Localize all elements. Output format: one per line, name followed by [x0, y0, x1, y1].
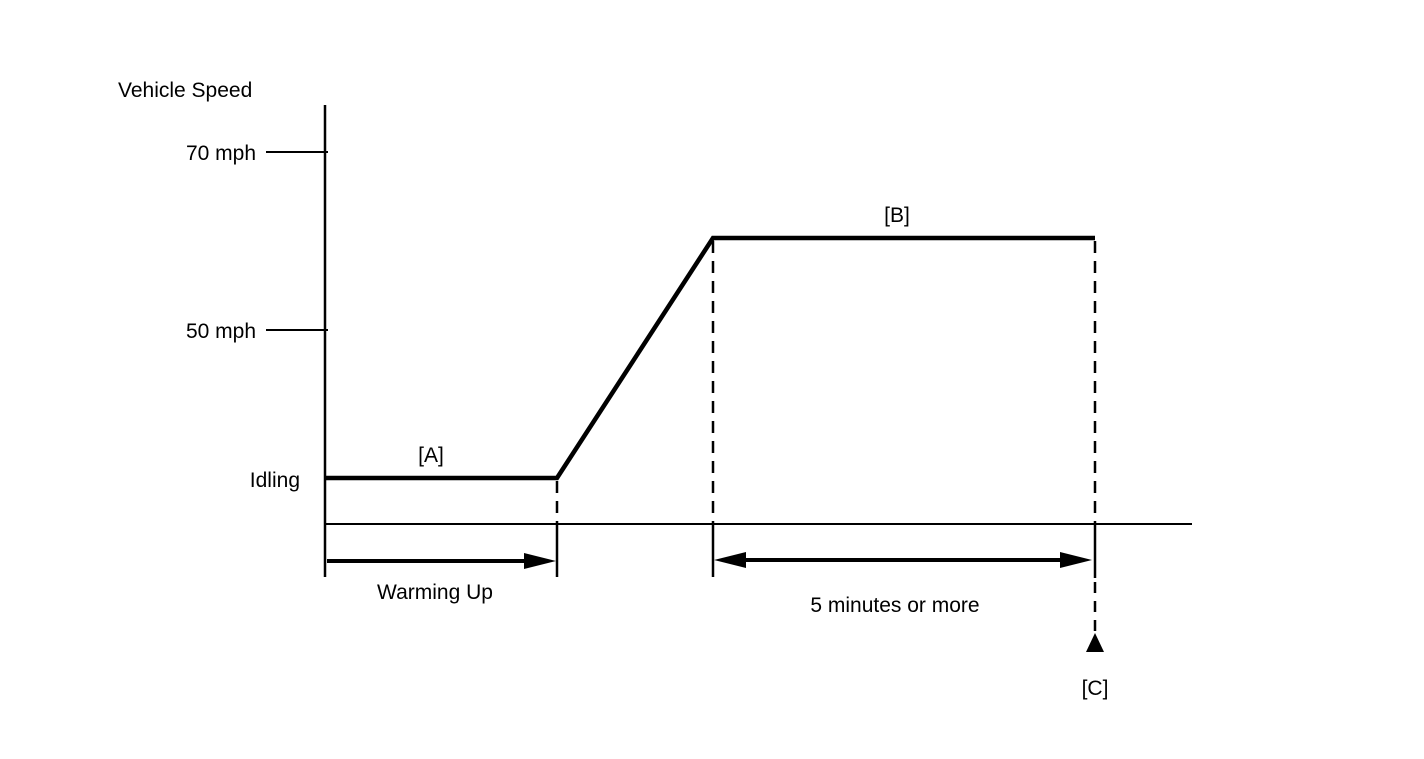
speed-profile-line: [325, 235, 1095, 481]
duration-arrowhead-right-icon: [1060, 552, 1092, 568]
event-c-arrowhead-up-icon: [1086, 633, 1104, 652]
warming-up-arrowhead-right-icon: [524, 553, 556, 569]
y-tick-label-70mph: 70 mph: [186, 142, 256, 165]
y-tick-label-idling: Idling: [250, 469, 300, 492]
duration-arrowhead-left-icon: [714, 552, 746, 568]
warming-up-label: Warming Up: [377, 581, 493, 604]
y-axis-title: Vehicle Speed: [118, 79, 252, 102]
y-tick-label-50mph: 50 mph: [186, 320, 256, 343]
segment-b-label: [B]: [884, 204, 910, 227]
duration-label: 5 minutes or more: [810, 594, 979, 617]
event-c-label: [C]: [1082, 677, 1109, 700]
segment-a-label: [A]: [418, 444, 444, 467]
